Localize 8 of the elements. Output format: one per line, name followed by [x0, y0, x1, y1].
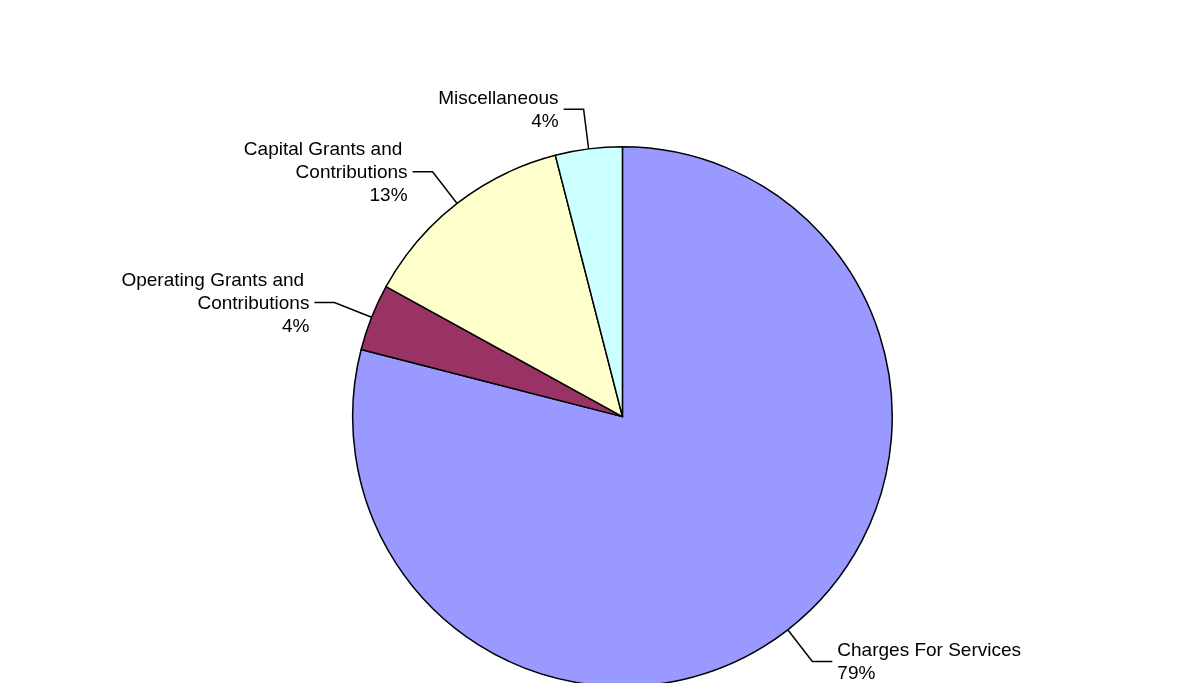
data-label: 4%: [281, 315, 310, 337]
data-label: 13%: [369, 184, 408, 206]
slice-label: Miscellaneous: [438, 87, 559, 109]
data-label: 79%: [837, 662, 876, 683]
slice-label: Operating Grants and Contributions: [121, 269, 310, 314]
data-label: 4%: [531, 110, 559, 132]
slice-label: Capital Grants and Contributions: [243, 138, 408, 183]
slice-label: Charges For Services: [837, 639, 1022, 661]
